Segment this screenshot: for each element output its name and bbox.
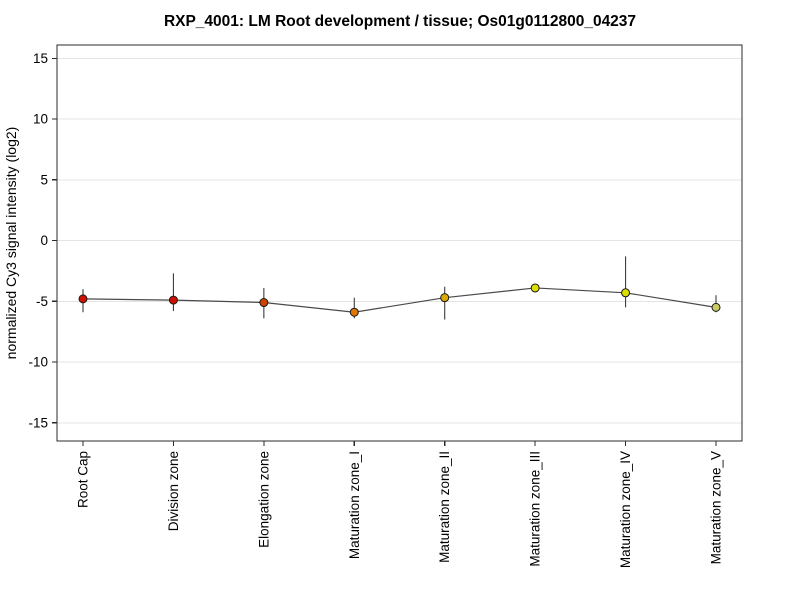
y-tick-label: 0 bbox=[40, 233, 48, 248]
y-tick-label: 15 bbox=[33, 51, 48, 66]
y-tick-label: -15 bbox=[28, 415, 48, 430]
x-tick-label: Root Cap bbox=[76, 451, 91, 508]
y-tick-label: 5 bbox=[40, 172, 48, 187]
y-tick-label: -5 bbox=[36, 294, 48, 309]
axes: -15 -10 -5 0 5 10 15 Root Cap Division zone Elong… bbox=[28, 44, 743, 568]
plot-border bbox=[56, 44, 743, 442]
x-tick-label: Elongation zone bbox=[256, 451, 271, 548]
data-point bbox=[349, 307, 359, 317]
data-point bbox=[711, 302, 721, 312]
y-axis-label: normalized Cy3 signal intensity (log2) bbox=[3, 127, 19, 360]
data-point bbox=[259, 298, 269, 308]
data-point bbox=[168, 295, 178, 305]
trend-line bbox=[82, 287, 717, 313]
x-tick-label: Maturation zone_V bbox=[709, 451, 724, 564]
x-tick-label: Maturation zone_IV bbox=[618, 451, 633, 568]
x-tick-label: Maturation zone_III bbox=[528, 451, 543, 567]
data-point bbox=[78, 294, 88, 304]
data-series bbox=[78, 256, 721, 320]
data-point bbox=[621, 288, 631, 298]
y-tick-label: -10 bbox=[28, 355, 48, 370]
data-point bbox=[440, 293, 450, 303]
x-tick-label: Maturation zone_II bbox=[437, 451, 452, 563]
data-point bbox=[530, 283, 540, 293]
x-tick-label: Division zone bbox=[166, 451, 181, 531]
x-tick-label: Maturation zone_I bbox=[347, 451, 362, 559]
y-tick-label: 10 bbox=[33, 112, 48, 127]
chart-title: RXP_4001: LM Root development / tissue; … bbox=[164, 13, 636, 30]
